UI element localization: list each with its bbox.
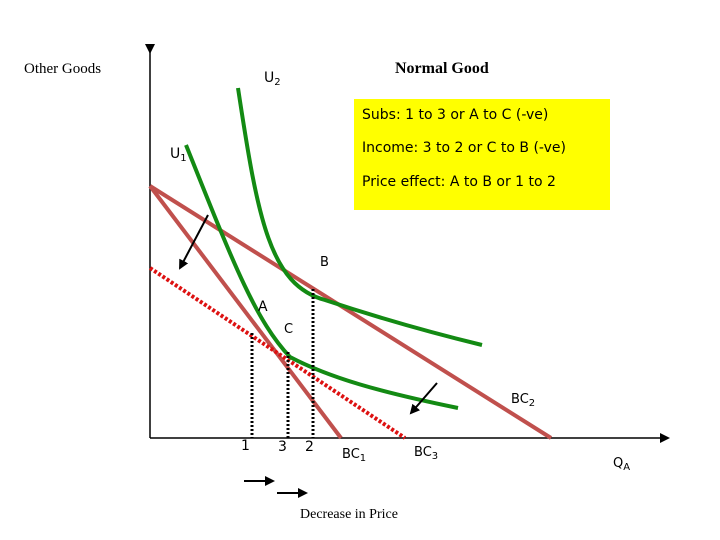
budget-label-bc1: BC1 — [342, 447, 367, 464]
budget-line-bc1 — [148, 184, 343, 440]
y-axis-label: Other Goods — [24, 61, 102, 77]
legend-box: Subs: 1 to 3 or A to C (-ve) Income: 3 t… — [354, 99, 610, 210]
x-tick-3: 3 — [278, 439, 287, 455]
legend-line-substitution: Subs: 1 to 3 or A to C (-ve) — [362, 107, 549, 123]
x-tick-2: 2 — [305, 439, 314, 455]
budget-label-bc3: BC3 — [414, 445, 439, 462]
bottom-caption: Decrease in Price — [300, 507, 398, 522]
point-label-c: C — [284, 322, 294, 337]
legend-line-price-effect: Price effect: A to B or 1 to 2 — [362, 174, 556, 190]
curve-label-u1: U1 — [170, 146, 187, 164]
bc3-shift-arrow — [409, 382, 438, 415]
diagram-title: Normal Good — [395, 60, 489, 77]
indifference-curve-u2 — [236, 87, 483, 347]
point-label-b: B — [320, 255, 329, 270]
x-axis-label: QA — [613, 456, 631, 473]
curve-label-u2: U2 — [264, 70, 281, 88]
budget-line-bc2 — [148, 184, 553, 440]
legend-line-income: Income: 3 to 2 or C to B (-ve) — [362, 140, 566, 156]
bc1-pivot-arrow — [179, 214, 209, 270]
budget-line-bc3 — [148, 266, 407, 440]
budget-label-bc2: BC2 — [511, 392, 536, 409]
point-label-a: A — [258, 299, 268, 315]
indifference-curve-u1 — [184, 144, 459, 410]
x-tick-1: 1 — [241, 438, 250, 454]
legend-box-bg — [354, 99, 610, 210]
